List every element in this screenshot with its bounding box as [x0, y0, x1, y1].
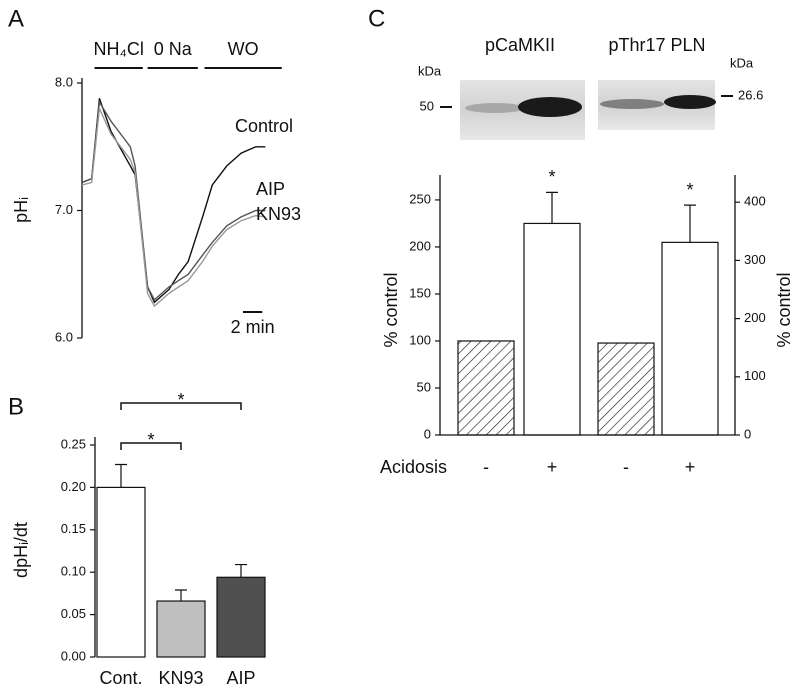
y-axis-label: % control: [381, 272, 401, 347]
y-tick-label: 0.25: [61, 436, 86, 451]
significance-bracket: [120, 402, 242, 410]
blot-title: pCaMKII: [485, 35, 555, 55]
panel-label: B: [8, 393, 24, 420]
x-tick-label: AIP: [226, 668, 255, 688]
period-label: WO: [228, 39, 259, 59]
error-bar: [235, 563, 247, 578]
trace: [81, 105, 266, 308]
significance-label: *: [548, 167, 555, 187]
y-tick-label: 200: [744, 310, 766, 325]
x-tick-label: Cont.: [99, 668, 142, 688]
y-tick-label: 50: [417, 379, 431, 394]
blot-band: [600, 99, 664, 109]
bar: [661, 241, 719, 436]
trace: [81, 99, 266, 301]
period-label: 0 Na: [154, 39, 193, 59]
panel-label: A: [8, 5, 24, 32]
blot-unit: kDa: [418, 63, 442, 78]
trace-label: AIP: [256, 179, 285, 199]
bar: [457, 340, 515, 436]
y-tick-label: 0.15: [61, 521, 86, 536]
y-axis-label: dpHᵢ/dt: [11, 522, 31, 578]
x-axis-label: Acidosis: [380, 457, 447, 477]
blot-title: pThr17 PLN: [608, 35, 705, 55]
blot-band: [664, 95, 716, 109]
blot-marker-label: 26.6: [738, 87, 763, 102]
y-tick-label: 200: [409, 238, 431, 253]
error-bar: [175, 589, 187, 602]
x-tick-label: KN93: [158, 668, 203, 688]
y-tick-label: 0.20: [61, 479, 86, 494]
y-tick-label: 0: [424, 426, 431, 441]
bar: [96, 486, 146, 658]
trace-label: KN93: [256, 204, 301, 224]
panel-label: C: [368, 5, 385, 32]
y-tick-label: 400: [744, 194, 766, 209]
trace-label: Control: [235, 116, 293, 136]
blot-marker-label: 50: [420, 98, 434, 113]
y-tick-label: 6.0: [55, 329, 73, 344]
y-tick-label: 7.0: [55, 202, 73, 217]
period-label: NH₄Cl: [93, 39, 143, 59]
bar: [597, 342, 655, 436]
error-bar: [684, 204, 696, 243]
y-tick-label: 0: [744, 426, 751, 441]
significance-label: *: [177, 390, 184, 410]
blot-band: [518, 97, 582, 117]
scale-bar-label: 2 min: [231, 317, 275, 337]
y-tick-label: 300: [744, 252, 766, 267]
y-tick-label: 100: [744, 368, 766, 383]
y-tick-label: 150: [409, 285, 431, 300]
bar: [156, 600, 206, 658]
significance-bracket: [120, 442, 182, 450]
bar: [523, 222, 581, 436]
y2-axis-label: % control: [774, 272, 794, 347]
y-tick-label: 0.00: [61, 648, 86, 663]
x-tick-label: -: [623, 457, 629, 477]
y-axis-label: pHᵢ: [11, 197, 31, 223]
x-tick-label: -: [483, 457, 489, 477]
trace: [81, 98, 266, 304]
y-tick-label: 0.05: [61, 606, 86, 621]
blot-unit: kDa: [730, 55, 754, 70]
y-tick-label: 100: [409, 332, 431, 347]
error-bar: [115, 463, 127, 488]
x-tick-label: +: [685, 457, 696, 477]
x-tick-label: +: [547, 457, 558, 477]
blot-band: [465, 103, 525, 113]
error-bar: [546, 191, 558, 224]
significance-label: *: [147, 430, 154, 450]
y-tick-label: 8.0: [55, 74, 73, 89]
bar: [216, 576, 266, 658]
y-tick-label: 0.10: [61, 564, 86, 579]
significance-label: *: [686, 180, 693, 200]
y-tick-label: 250: [409, 191, 431, 206]
